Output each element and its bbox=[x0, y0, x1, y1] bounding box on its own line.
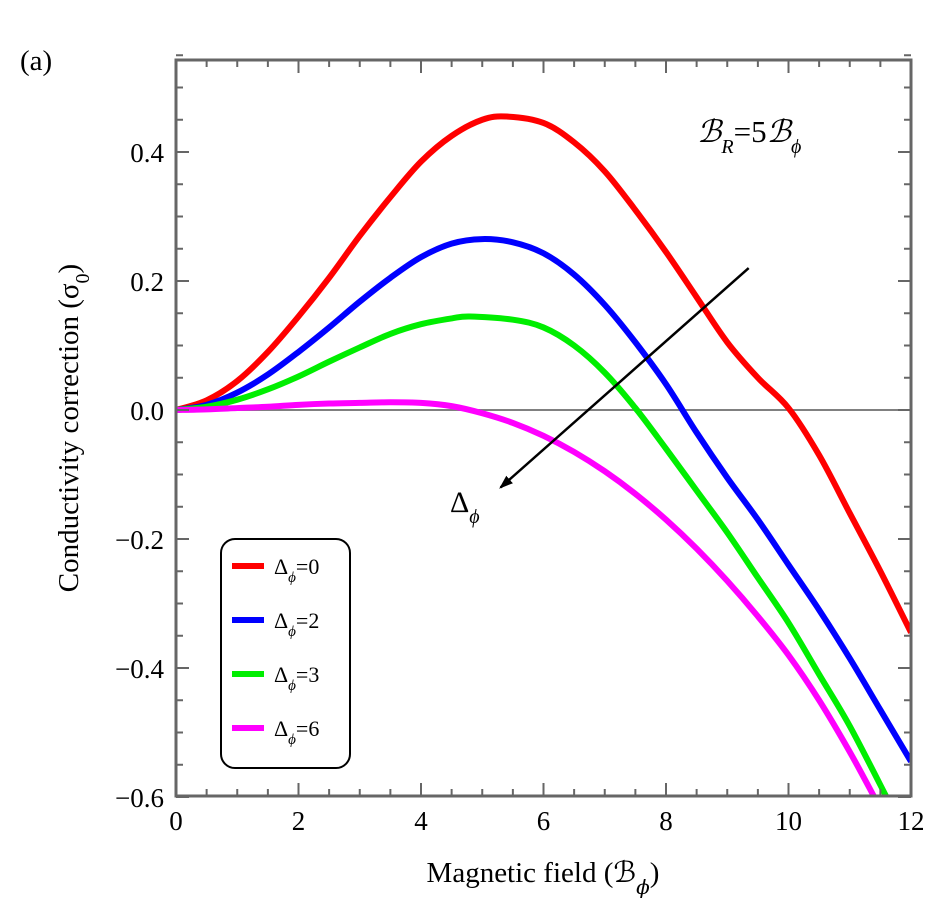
legend-label-0: Δϕ=0 bbox=[274, 554, 319, 586]
delta-arrow-label: Δϕ bbox=[450, 486, 480, 528]
y-axis-title: Conductivity correction (σ0) bbox=[53, 264, 94, 592]
x-tick-label: 2 bbox=[292, 806, 306, 836]
x-axis-title: Magnetic field (ℬϕ) bbox=[427, 857, 660, 899]
legend: Δϕ=0 Δϕ=2 Δϕ=3 Δϕ=6 bbox=[220, 538, 351, 769]
x-tick-label: 4 bbox=[414, 806, 428, 836]
ticks bbox=[175, 54, 912, 798]
panel-label: (a) bbox=[20, 45, 52, 77]
y-tick-label: −0.6 bbox=[115, 783, 164, 813]
series-group bbox=[176, 113, 911, 796]
x-tick-label: 10 bbox=[775, 806, 802, 836]
x-tick-label: 12 bbox=[898, 806, 925, 836]
legend-label-1: Δϕ=2 bbox=[274, 608, 319, 640]
series-line-1 bbox=[176, 236, 911, 764]
y-tick-label: 0.2 bbox=[130, 267, 164, 297]
series-line-3 bbox=[176, 399, 877, 796]
x-tick-label: 6 bbox=[537, 806, 551, 836]
y-tick-label: −0.4 bbox=[115, 654, 164, 684]
x-tick-label: 8 bbox=[659, 806, 673, 836]
delta-arrow bbox=[499, 267, 750, 489]
series-line-2 bbox=[176, 313, 890, 796]
y-tick-label: −0.2 bbox=[115, 525, 164, 555]
x-tick-label: 0 bbox=[169, 806, 183, 836]
tick-labels: 0 2 4 6 8 10 12 −0.6 −0.4 −0.2 0.0 0.2 0.4 bbox=[115, 138, 924, 836]
series-line-0 bbox=[176, 113, 911, 634]
legend-label-2: Δϕ=3 bbox=[274, 662, 319, 694]
y-tick-label: 0.4 bbox=[130, 138, 164, 168]
legend-label-3: Δϕ=6 bbox=[274, 716, 319, 748]
condition-annotation: ℬR=5ℬϕ bbox=[697, 114, 801, 158]
y-tick-label: 0.0 bbox=[130, 396, 164, 426]
legend-box bbox=[220, 538, 351, 769]
